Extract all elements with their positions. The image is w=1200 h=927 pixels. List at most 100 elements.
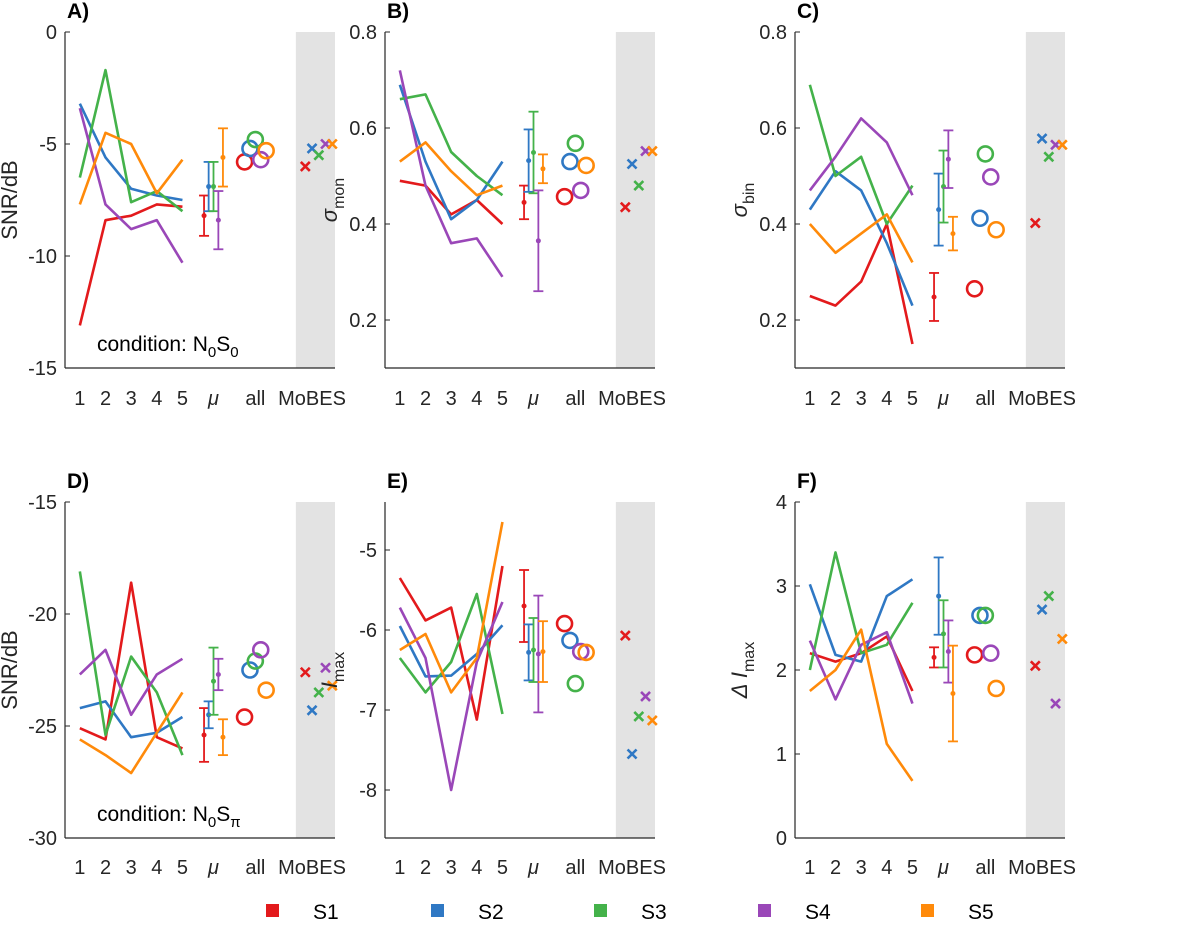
y-axis-label-sub: max — [741, 642, 758, 672]
y-tick-label: -5 — [359, 540, 377, 562]
y-axis-label: σmon — [317, 178, 348, 222]
x-tick-label: 1 — [394, 388, 405, 410]
y-axis-label-main: σ — [727, 203, 752, 217]
x-tick-label: 1 — [74, 857, 85, 879]
mean-point — [931, 654, 937, 660]
series-s5 — [78, 127, 338, 205]
mean-point — [201, 732, 207, 738]
y-axis-label-sub: bin — [741, 183, 758, 204]
x-tick-label: 4 — [881, 388, 892, 410]
condition-sub2: π — [230, 814, 240, 831]
x-tick-label: MoBES — [598, 857, 666, 879]
mean-point — [531, 149, 536, 155]
y-tick-label: 1 — [776, 744, 787, 766]
mobes-cross-marker — [326, 138, 338, 150]
all-circle-marker — [971, 209, 989, 228]
legend-label: S4 — [805, 901, 831, 924]
mean-point — [211, 184, 216, 190]
x-tick-label: 3 — [126, 388, 137, 410]
panel-label: D) — [67, 470, 89, 493]
mobes-cross-marker — [646, 714, 658, 726]
condition-sub2: 0 — [230, 344, 238, 361]
series-line — [808, 117, 914, 196]
y-tick-label: -25 — [28, 716, 57, 738]
mean-point — [521, 603, 527, 609]
y-axis-label: Imax — [317, 652, 348, 688]
mobes-cross-marker — [313, 686, 325, 698]
mobes-cross-marker — [1029, 660, 1041, 672]
legend-swatch — [758, 904, 771, 917]
x-tick-label: μ — [527, 388, 539, 410]
condition-prefix: condition: N — [97, 333, 208, 356]
y-tick-label: -15 — [28, 358, 57, 380]
y-tick-label: 0.2 — [759, 310, 787, 332]
series-s5 — [808, 139, 1068, 264]
condition-mid: S — [216, 333, 230, 356]
panel-b: 0.8 0.6 0.4 0.2 1 2 3 4 5 μ all MoBES B) σmon — [317, 0, 666, 410]
x-tick-label: 4 — [151, 857, 162, 879]
mean-point — [945, 649, 951, 655]
all-circle-marker — [571, 181, 590, 200]
series-line — [79, 700, 184, 739]
mean-point — [535, 238, 541, 244]
y-axis-label: SNR/dB — [0, 160, 22, 239]
series-s3 — [808, 551, 1055, 671]
all-circle-marker — [561, 152, 579, 171]
y-axis-label: σbin — [727, 183, 758, 218]
x-tick-label: 4 — [881, 857, 892, 879]
y-tick-label: -5 — [39, 134, 57, 156]
series-s1 — [398, 565, 631, 721]
series-line — [79, 581, 183, 750]
condition-sub1: 0 — [208, 814, 216, 831]
series-s4 — [398, 70, 651, 293]
mobes-cross-marker — [1056, 633, 1068, 645]
all-circle-marker — [965, 279, 984, 298]
mean-point — [215, 217, 221, 223]
series-line — [78, 107, 184, 264]
series-s4 — [78, 641, 331, 717]
x-tick-label: 5 — [907, 388, 918, 410]
legend-swatch — [594, 904, 607, 917]
all-circle-marker — [555, 187, 574, 206]
series-line — [78, 571, 184, 756]
mean-point — [206, 184, 212, 190]
all-circle-marker — [251, 641, 270, 659]
all-circle-marker — [965, 646, 984, 664]
mobes-cross-marker — [626, 748, 638, 760]
mobes-cross-marker — [619, 630, 631, 642]
y-tick-label: 0.8 — [349, 22, 377, 44]
all-circle-marker — [981, 168, 1000, 186]
all-circle-marker — [981, 644, 1000, 663]
mobes-cross-marker — [1056, 139, 1068, 151]
mobes-cross-marker — [646, 145, 658, 157]
series-s1 — [78, 153, 311, 326]
legend-item-s4: S4 — [758, 901, 831, 924]
legend-swatch — [266, 904, 279, 917]
mean-point — [220, 154, 226, 160]
series-line — [398, 70, 504, 278]
series-s3 — [398, 592, 645, 722]
x-tick-label: 4 — [471, 857, 482, 879]
series-line — [399, 93, 504, 197]
mobes-cross-marker — [1043, 151, 1055, 163]
mobes-cross-marker — [306, 704, 318, 716]
series-line — [78, 68, 184, 213]
mobes-cross-marker — [626, 158, 638, 170]
y-tick-label: 0.4 — [349, 214, 377, 236]
mobes-cross-marker — [633, 710, 645, 722]
mobes-cross-marker — [313, 149, 325, 161]
mobes-cross-marker — [1036, 604, 1048, 615]
legend-swatch — [921, 904, 934, 917]
panel-label: F) — [797, 470, 817, 493]
x-tick-label: all — [565, 388, 585, 410]
x-tick-label: 2 — [100, 857, 111, 879]
condition-mid: S — [216, 803, 230, 826]
series-s3 — [78, 68, 325, 213]
y-tick-label: 0.8 — [759, 22, 787, 44]
y-tick-label: 0.6 — [759, 118, 787, 140]
x-tick-label: 4 — [471, 388, 482, 410]
all-circle-marker — [577, 156, 595, 175]
legend-item-s5: S5 — [921, 901, 994, 924]
series-s5 — [399, 521, 658, 726]
